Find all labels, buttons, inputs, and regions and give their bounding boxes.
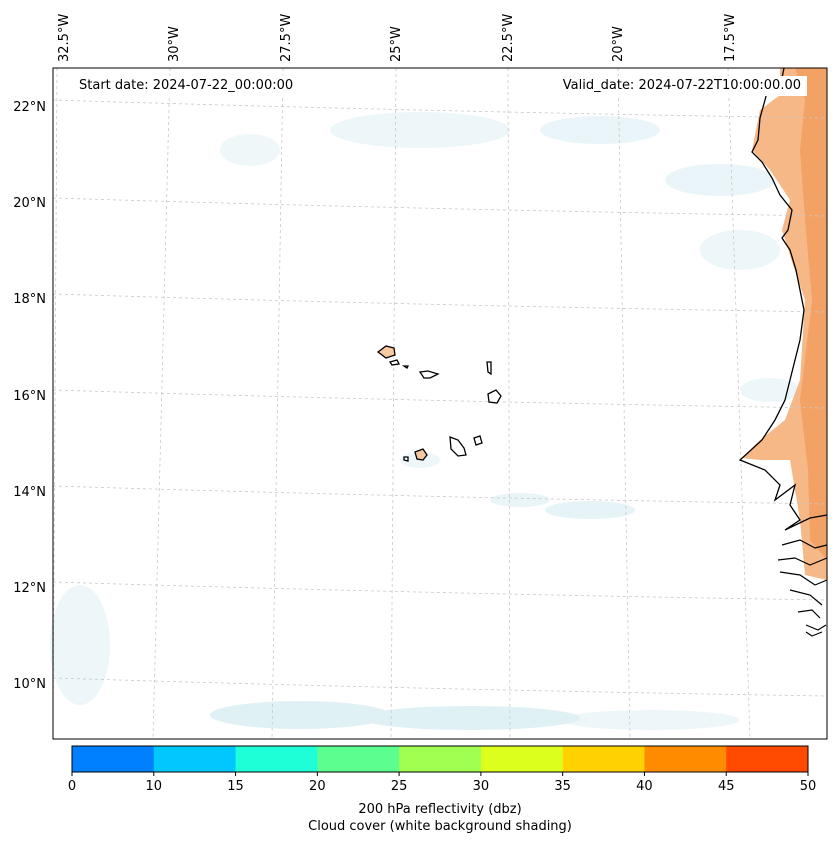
colorbar-segment — [644, 746, 727, 772]
sao-vicente-island — [388, 359, 400, 366]
colorbar-tick-label: 20 — [309, 779, 326, 794]
colorbar-tick-label: 40 — [636, 779, 653, 794]
cape-verde-islands — [376, 345, 502, 462]
brava-island — [403, 456, 409, 462]
sao-nicolau-island — [418, 370, 440, 379]
cloud-cover-shading — [50, 112, 800, 730]
colorbar-tick-label: 25 — [391, 779, 408, 794]
latitude-labels: 22°N 20°N 18°N 16°N 14°N 12°N 10°N — [13, 100, 46, 692]
guinea-bissau-coastline — [777, 539, 828, 637]
lat-label: 18°N — [13, 292, 46, 307]
valid-date-annotation: Valid_date: 2024-07-22T10:00:00.00 — [556, 76, 807, 96]
start-date-annotation: Start date: 2024-07-22_00:00:00 — [73, 76, 300, 96]
african-coastline — [738, 67, 828, 531]
colorbar: 0 10 15 20 25 30 35 40 45 50 — [68, 745, 817, 794]
santa-luzia-island — [401, 365, 410, 369]
colorbar-tick-label: 45 — [718, 779, 735, 794]
colorbar-tick-label: 30 — [473, 779, 490, 794]
colorbar-segment — [317, 746, 400, 772]
maio-island — [473, 435, 483, 446]
colorbar-segment — [72, 746, 155, 772]
colorbar-sublabel: Cloud cover (white background shading) — [308, 819, 572, 834]
reflectivity-core-shading — [795, 68, 827, 560]
lon-label: 25°W — [389, 26, 404, 62]
lon-label: 27.5°W — [279, 14, 294, 62]
colorbar-segment — [562, 746, 645, 772]
lat-label: 10°N — [13, 677, 46, 692]
graticule — [52, 67, 828, 740]
colorbar-segment — [399, 746, 482, 772]
colorbar-border — [71, 745, 809, 773]
map-frame — [52, 67, 828, 740]
colorbar-segment — [235, 746, 318, 772]
colorbar-segment — [480, 746, 564, 772]
colorbar-segment — [726, 746, 809, 772]
colorbar-tick-label: 35 — [554, 779, 571, 794]
colorbar-tick-label: 0 — [68, 779, 76, 794]
fogo-island — [414, 448, 428, 461]
colorbar-tick-label: 50 — [800, 779, 817, 794]
colorbar-tick-label: 10 — [146, 779, 163, 794]
colorbar-segment — [153, 746, 237, 772]
colorbar-tick-label: 15 — [227, 779, 244, 794]
santo-antao-island — [376, 345, 396, 359]
lat-label: 16°N — [13, 389, 46, 404]
longitude-labels: 32.5°W 30°W 27.5°W 25°W 22.5°W 20°W 17.5… — [57, 14, 738, 62]
lat-label: 22°N — [13, 100, 46, 115]
sal-island — [486, 361, 492, 376]
boa-vista-island — [487, 389, 502, 404]
lat-label: 12°N — [13, 581, 46, 596]
lon-label: 20°W — [611, 26, 626, 62]
santiago-island — [449, 436, 467, 457]
colorbar-label: 200 hPa reflectivity (dbz) — [358, 802, 521, 817]
lon-label: 30°W — [167, 26, 182, 62]
lon-label: 32.5°W — [57, 14, 72, 62]
lon-label: 17.5°W — [723, 14, 738, 62]
lon-label: 22.5°W — [501, 14, 516, 62]
lat-label: 14°N — [13, 485, 46, 500]
lat-label: 20°N — [13, 196, 46, 211]
